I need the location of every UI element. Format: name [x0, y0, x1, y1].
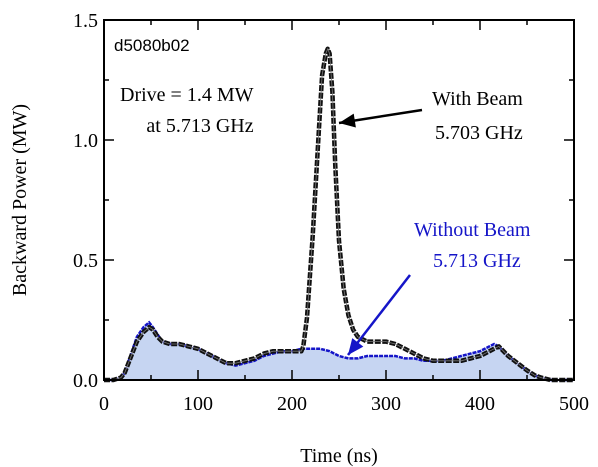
- y-tick-label: 0.5: [73, 250, 98, 272]
- x-axis-title: Time (ns): [300, 445, 378, 467]
- arrow-head: [339, 114, 356, 128]
- x-tick-label: 500: [559, 393, 589, 415]
- drive-annotation-line1: Drive = 1.4 MW: [120, 84, 254, 106]
- with-beam-annotation-line1: With Beam: [432, 88, 523, 110]
- figure-id-label: d5080b02: [114, 36, 190, 55]
- without-beam-annotation-line2: 5.713 GHz: [433, 250, 521, 272]
- x-tick-label: 0: [99, 393, 109, 415]
- with-beam-annotation-line2: 5.703 GHz: [435, 122, 523, 144]
- y-axis-title: Backward Power (MW): [9, 104, 31, 296]
- x-tick-label: 300: [371, 393, 401, 415]
- tick-layer: [104, 20, 574, 380]
- y-tick-label: 1.5: [73, 10, 98, 32]
- x-tick-label: 400: [465, 393, 495, 415]
- y-tick-label: 1.0: [73, 130, 98, 152]
- with-beam-arrow: [339, 110, 422, 127]
- x-tick-label: 200: [277, 393, 307, 415]
- x-tick-label: 100: [183, 393, 213, 415]
- y-tick-label: 0.0: [73, 370, 98, 392]
- without-beam-annotation-line1: Without Beam: [414, 219, 531, 241]
- drive-annotation-line2: at 5.713 GHz: [146, 115, 253, 137]
- plot-frame: [104, 20, 574, 380]
